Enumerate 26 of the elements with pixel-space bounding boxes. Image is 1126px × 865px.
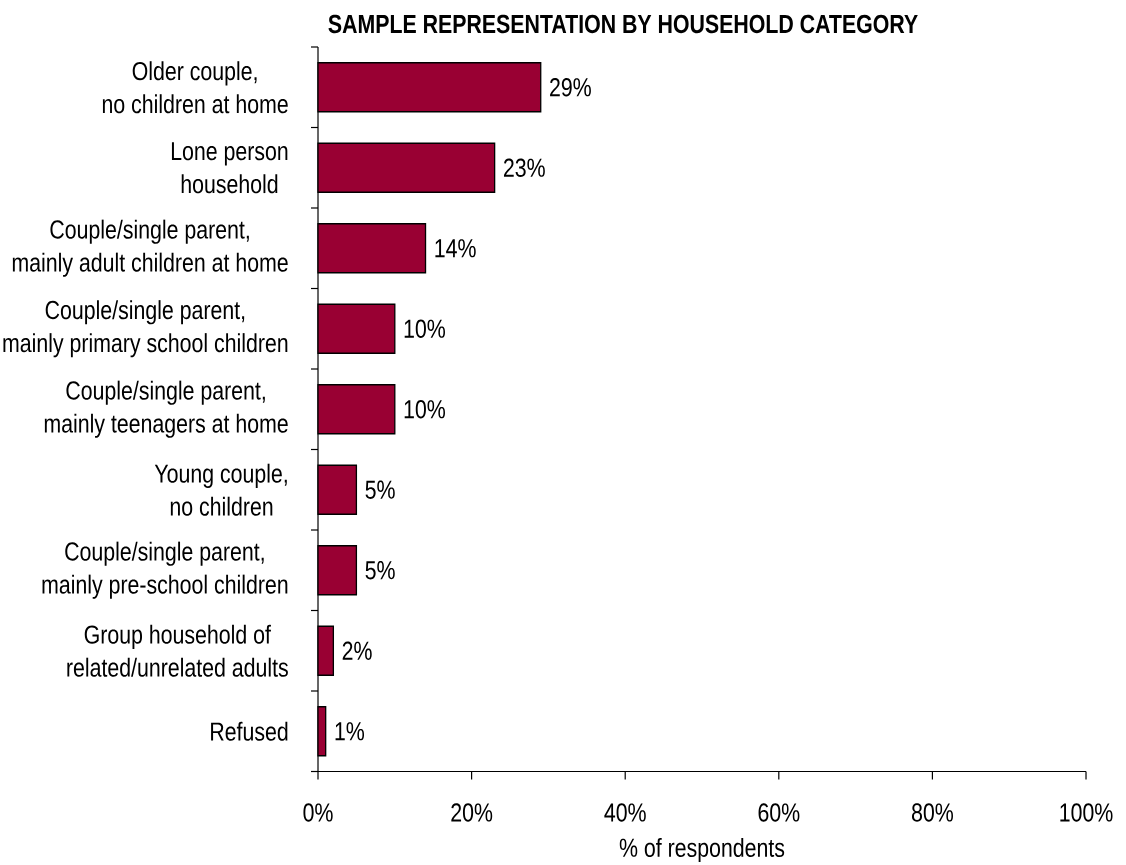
data-label: 14% [435,239,476,258]
data-label: 5% [365,561,395,580]
chart-title: SAMPLE REPRESENTATION BY HOUSEHOLD CATEGORY [328,14,918,34]
data-label: 5% [365,480,395,499]
y-tick-label: Couple/single parent, mainly adult children at home [12,219,288,277]
x-tick-label: 0% [303,803,333,822]
y-tick-label: Couple/single parent, mainly pre-school children [42,541,288,599]
data-label: 29% [550,78,591,97]
y-tick-label: Young couple, no children [154,463,287,516]
x-tick-label: 100% [1060,803,1113,822]
x-tick-label: 40% [604,803,646,822]
data-label: 10% [404,319,445,338]
data-label: 23% [503,158,545,177]
y-tick-label: Refused [211,721,288,741]
x-tick-label: 80% [911,803,953,822]
x-axis-title: % of respondents [619,837,785,863]
y-tick-label: Couple/single parent, mainly primary school children [3,300,288,358]
y-tick-label: Older couple, no children at home [102,61,288,114]
data-label: 2% [342,641,372,660]
y-tick-label: Couple/single parent, mainly teenagers at home [44,380,288,438]
y-tick-label: Group household of related/unrelated adults [67,624,288,677]
y-tick-label: Lone person household [171,142,288,194]
x-tick-label: 20% [451,803,493,822]
data-label: 1% [335,722,365,741]
x-tick-label: 60% [758,803,800,822]
data-label: 10% [404,400,445,419]
